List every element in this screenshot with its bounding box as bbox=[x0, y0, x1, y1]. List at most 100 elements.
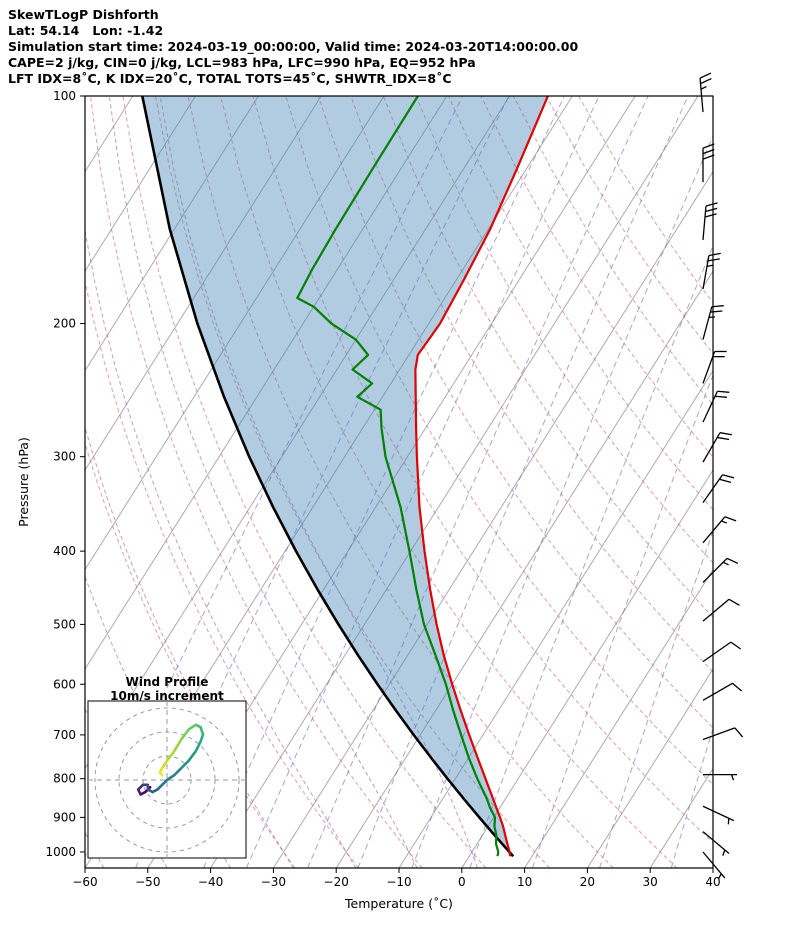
x-tick-label: −40 bbox=[198, 875, 223, 889]
chart-title: SkewTLogP Dishforth bbox=[8, 7, 159, 22]
dry-adiabat-line bbox=[317, 96, 713, 729]
barb-full-tick bbox=[724, 516, 737, 522]
barb-staff bbox=[702, 474, 724, 503]
x-tick-label: −50 bbox=[135, 875, 160, 889]
wind-barb bbox=[702, 851, 726, 880]
barb-full-tick bbox=[708, 252, 721, 257]
barb-staff bbox=[702, 557, 728, 583]
hodograph-trace-segment bbox=[160, 759, 169, 770]
x-tick-label: −20 bbox=[324, 875, 349, 889]
wind-barb bbox=[702, 305, 724, 340]
barb-staff bbox=[702, 205, 707, 240]
x-tick-label: −30 bbox=[261, 875, 286, 889]
hodograph-trace-segment bbox=[165, 773, 176, 782]
barb-full-tick bbox=[719, 478, 732, 483]
x-tick-label: −10 bbox=[386, 875, 411, 889]
wind-barb bbox=[702, 143, 715, 183]
barb-full-tick bbox=[728, 598, 740, 606]
dewpoint-curve bbox=[296, 96, 500, 857]
barb-staff bbox=[702, 516, 726, 544]
y-tick-label: 300 bbox=[53, 450, 76, 464]
parcel-curve bbox=[141, 96, 515, 858]
hodograph-trace-segment bbox=[172, 737, 183, 753]
barb-full-tick bbox=[710, 310, 723, 313]
isotherm-line bbox=[210, 96, 699, 868]
axes-frame: −60 −50 −40 −30 −20 −10 0 10 20 30 40 100 200 300 400 5… bbox=[45, 89, 720, 889]
x-tick-label: 10 bbox=[517, 875, 532, 889]
barb-full-tick bbox=[717, 436, 730, 441]
y-tick-label: 700 bbox=[53, 728, 76, 742]
wind-barb bbox=[702, 390, 730, 423]
mixing-ratio-line bbox=[357, 96, 689, 868]
hodograph-trace-segment bbox=[194, 740, 202, 753]
sounding-profiles bbox=[141, 96, 549, 858]
barb-full-tick bbox=[714, 395, 728, 398]
location-line: Lat: 54.14 Lon: -1.42 bbox=[8, 23, 163, 38]
barb-full-tick bbox=[726, 557, 739, 565]
hodograph-inset bbox=[87, 700, 247, 859]
barb-full-tick bbox=[719, 432, 732, 436]
hodograph-ring bbox=[94, 707, 240, 853]
barb-full-tick bbox=[711, 305, 724, 308]
dry-adiabat-line bbox=[85, 441, 296, 868]
isotherm-line bbox=[461, 469, 713, 868]
hodograph-trace-segment bbox=[180, 728, 190, 741]
barb-half-tick bbox=[708, 316, 715, 319]
hodograph-trace-segment bbox=[187, 749, 198, 763]
mixing-ratio-line bbox=[531, 373, 713, 868]
hodograph-subtitle: 10m/s increment bbox=[110, 689, 224, 703]
sim-times-line: Simulation start time: 2024-03-19_00:00:… bbox=[8, 39, 578, 55]
barb-full-tick bbox=[705, 202, 718, 207]
dry-adiabat-line bbox=[220, 96, 678, 868]
barb-half-tick bbox=[700, 85, 707, 90]
wind-barb bbox=[702, 474, 735, 503]
barb-half-tick bbox=[727, 818, 730, 825]
barb-staff bbox=[702, 851, 726, 879]
hodograph-trace-segment bbox=[180, 759, 190, 770]
temperature-curve bbox=[414, 96, 549, 857]
y-tick-label: 1000 bbox=[45, 845, 76, 859]
dry-adiabat-line bbox=[85, 279, 359, 868]
x-tick-label: 0 bbox=[458, 875, 466, 889]
barb-half-tick bbox=[722, 561, 729, 566]
mixing-ratio-line bbox=[307, 96, 649, 868]
dry-adiabat-line bbox=[122, 96, 487, 868]
barb-staff bbox=[699, 78, 704, 113]
wind-barb bbox=[702, 682, 743, 701]
hodograph-trace-segment bbox=[158, 771, 164, 777]
wind-barb bbox=[702, 727, 744, 741]
wind-barb bbox=[702, 557, 739, 583]
barb-half-tick bbox=[730, 774, 735, 781]
y-tick-label: 400 bbox=[53, 544, 76, 558]
isotherm-line bbox=[85, 96, 385, 571]
x-tick-label: 20 bbox=[580, 875, 595, 889]
wind-barb bbox=[702, 831, 730, 856]
wind-barb bbox=[703, 773, 737, 781]
moist-adiabat-line bbox=[85, 575, 232, 868]
barb-half-tick bbox=[722, 849, 726, 856]
barb-staff bbox=[702, 727, 736, 741]
barb-staff bbox=[702, 831, 730, 855]
indices-line-1: CAPE=2 j/kg, CIN=0 j/kg, LCL=983 hPa, LF… bbox=[8, 55, 476, 70]
isotherm-line bbox=[524, 568, 713, 868]
y-tick-label: 600 bbox=[53, 677, 76, 691]
wind-barb bbox=[702, 202, 718, 240]
barb-full-tick bbox=[705, 207, 718, 213]
barb-half-tick bbox=[706, 264, 714, 267]
isotherm-line bbox=[586, 668, 713, 868]
isotherm-line bbox=[85, 96, 322, 472]
wind-barb-column bbox=[699, 72, 744, 880]
x-axis-label: Temperature (˚C) bbox=[344, 896, 453, 911]
x-tick-label: 40 bbox=[705, 875, 720, 889]
barb-full-tick bbox=[707, 258, 720, 262]
dry-adiabat-line bbox=[252, 96, 713, 844]
y-axis-label: Pressure (hPa) bbox=[16, 437, 31, 527]
barb-staff bbox=[702, 351, 716, 384]
barb-staff bbox=[702, 805, 735, 822]
isotherm-line bbox=[85, 96, 197, 273]
barb-full-tick bbox=[732, 682, 743, 692]
y-tick-label: 900 bbox=[53, 810, 76, 824]
isotherm-line bbox=[272, 170, 713, 868]
